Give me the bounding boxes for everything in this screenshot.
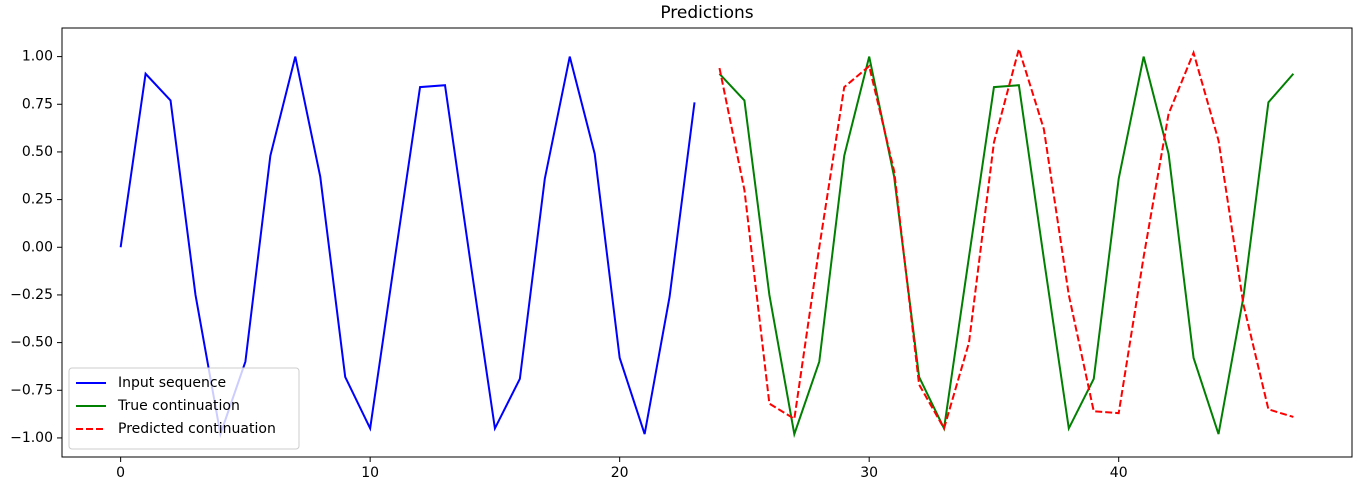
- y-tick-label: 1.00: [22, 49, 53, 65]
- plot-frame: [61, 27, 1353, 458]
- x-tick-label: 10: [361, 465, 379, 481]
- x-tick-label: 20: [611, 465, 629, 481]
- y-tick-label: 0.00: [22, 239, 53, 255]
- y-tick-label: −0.25: [10, 287, 53, 303]
- legend-label: Predicted continuation: [118, 421, 276, 437]
- chart-title: Predictions: [660, 3, 753, 23]
- legend-label: True continuation: [117, 398, 240, 414]
- y-tick-label: −1.00: [10, 430, 53, 446]
- series-line: [718, 56, 1295, 439]
- y-tick-label: −0.75: [10, 382, 53, 398]
- y-tick-label: 0.50: [22, 144, 53, 160]
- legend-label: Input sequence: [118, 375, 226, 391]
- series-line: [718, 45, 1294, 431]
- legend-box: [68, 367, 300, 450]
- y-tick-label: −0.50: [10, 335, 53, 351]
- y-tick-label: 0.25: [22, 192, 53, 208]
- x-tick-label: 0: [116, 465, 125, 481]
- y-tick-label: 0.75: [22, 96, 53, 112]
- x-tick-label: 30: [860, 465, 878, 481]
- x-tick-label: 40: [1110, 465, 1128, 481]
